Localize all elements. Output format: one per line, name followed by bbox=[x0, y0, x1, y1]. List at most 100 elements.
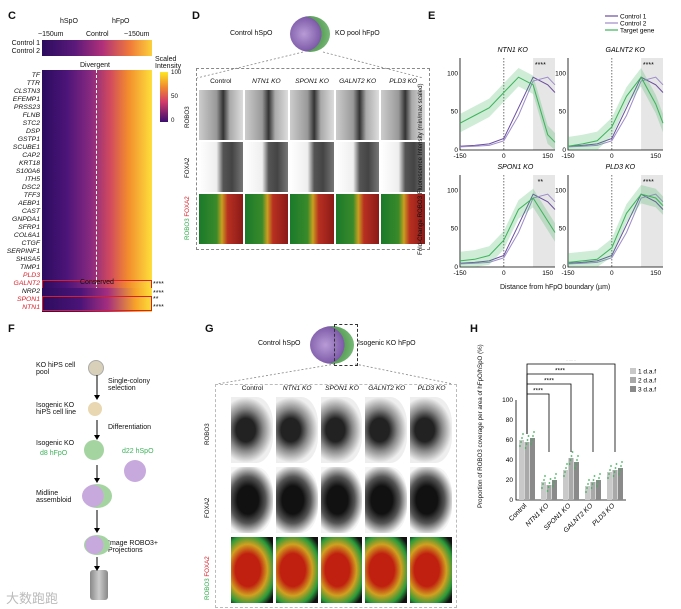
e-axes bbox=[567, 58, 663, 151]
h-point bbox=[530, 443, 532, 445]
c-gene-s100a6: S100A6 bbox=[15, 168, 40, 175]
h-point bbox=[566, 463, 568, 465]
f-assembloid-icon bbox=[82, 484, 112, 508]
e-legend-label-1: Control 2 bbox=[620, 21, 647, 28]
c-gene-spon1: SPON1 bbox=[16, 296, 40, 303]
d-robo3-image bbox=[335, 90, 380, 140]
c-gene-ctgf: CTGF bbox=[21, 240, 41, 247]
e-sig-region bbox=[533, 175, 555, 267]
d-title-right: KO pool hFpO bbox=[335, 30, 380, 37]
g-foxa2-image bbox=[410, 467, 452, 533]
f-step-d8: d8 hFpO bbox=[40, 450, 68, 457]
h-point bbox=[542, 483, 544, 485]
d-robo3-image bbox=[199, 90, 243, 140]
e-xtick: 0 bbox=[610, 153, 614, 160]
d-merge-green: ROBO3 bbox=[184, 218, 191, 240]
h-bar bbox=[590, 482, 596, 500]
h-bar bbox=[546, 485, 552, 500]
c-divergent-heatmap bbox=[42, 70, 152, 300]
h-point bbox=[586, 487, 588, 489]
c-gene-clstn3: CLSTN3 bbox=[13, 88, 40, 95]
e-xtick: -150 bbox=[561, 153, 574, 160]
e-ytick: 50 bbox=[559, 226, 567, 233]
g-zoom-box bbox=[334, 324, 358, 366]
h-sig-bracket bbox=[526, 373, 594, 452]
d-image-grid: Control NTN1 KO SPON1 KO GALNT2 KO PLD3 KO bbox=[198, 78, 426, 246]
e-xtick: 150 bbox=[542, 270, 553, 277]
h-ytick: 0 bbox=[509, 497, 513, 504]
e-target-band bbox=[460, 188, 555, 267]
d-col-3: GALNT2 KO bbox=[339, 78, 377, 85]
e-ytick: 0 bbox=[454, 264, 458, 271]
h-point bbox=[544, 475, 546, 477]
c-gene-scube1: SCUBE1 bbox=[12, 144, 40, 151]
g-foxa2-image bbox=[231, 467, 273, 533]
c-gene-ttr: TTR bbox=[26, 80, 40, 87]
h-legend-label: 3 d.a.f bbox=[638, 387, 656, 394]
h-category-label: Control bbox=[508, 502, 529, 523]
e-ytick: 100 bbox=[555, 70, 566, 77]
e-ytick: 0 bbox=[562, 147, 566, 154]
h-point bbox=[527, 435, 530, 437]
g-merge-image bbox=[320, 537, 363, 603]
e-target-band bbox=[568, 185, 663, 267]
h-bar bbox=[541, 482, 546, 500]
h-point bbox=[541, 487, 543, 489]
c-tick-center: Control bbox=[86, 31, 109, 38]
e-subplot-title: SPON1 KO bbox=[498, 164, 534, 171]
h-point bbox=[620, 465, 622, 467]
e-series-target-gene bbox=[567, 76, 664, 147]
e-xtick: -150 bbox=[561, 270, 574, 277]
h-ytick: 60 bbox=[506, 437, 514, 444]
d-col-1: NTN1 KO bbox=[252, 78, 281, 85]
d-row-merge: ROBO3 FOXA2 bbox=[184, 196, 191, 240]
f-step-midline: Midline assembloid bbox=[36, 490, 72, 504]
d-foxa2-image bbox=[199, 142, 243, 192]
h-point bbox=[531, 439, 533, 441]
c-gene-col6a1: COL6A1 bbox=[13, 232, 40, 239]
h-ytick: 80 bbox=[506, 417, 514, 424]
e-sig-label: **** bbox=[535, 62, 546, 69]
panel-label-g: G bbox=[205, 323, 214, 335]
h-point bbox=[619, 469, 621, 471]
h-point bbox=[568, 463, 571, 465]
h-point bbox=[588, 479, 590, 481]
e-sig-region bbox=[533, 58, 555, 150]
c-colorbar-title: Scaled Intensity bbox=[155, 56, 182, 70]
h-point bbox=[524, 447, 527, 449]
e-ytick: 100 bbox=[447, 187, 458, 194]
h-sig-bracket bbox=[526, 363, 616, 452]
g-col-3: GALNT2 KO bbox=[368, 385, 406, 392]
c-gene-dsp: DSP bbox=[26, 128, 40, 135]
e-series-control-1 bbox=[459, 76, 556, 147]
g-robo3-image bbox=[320, 397, 363, 463]
e-xlabel: Distance from hFpO boundary (µm) bbox=[500, 284, 611, 291]
d-merge-image bbox=[335, 194, 380, 244]
f-step-d22: d22 hSpO bbox=[122, 448, 154, 455]
e-ytick: 50 bbox=[451, 109, 459, 116]
h-legend-swatch bbox=[630, 368, 636, 374]
g-title-right: Isogenic KO hFpO bbox=[358, 340, 416, 347]
c-sig-pld3: **** bbox=[153, 281, 164, 288]
h-point bbox=[607, 477, 609, 479]
g-col-2: SPON1 KO bbox=[325, 385, 359, 392]
e-ytick: 100 bbox=[447, 70, 458, 77]
g-merge-image bbox=[231, 537, 273, 603]
panel-label-d: D bbox=[192, 10, 200, 22]
h-bar bbox=[585, 486, 590, 500]
h-point bbox=[609, 469, 611, 471]
d-title-left: Control hSpO bbox=[230, 30, 273, 37]
h-bar bbox=[552, 480, 557, 500]
g-assembloid-icon bbox=[310, 326, 354, 364]
h-bar bbox=[530, 438, 535, 500]
f-cell-line-icon bbox=[88, 402, 102, 416]
d-merge-image bbox=[244, 194, 289, 244]
h-point bbox=[525, 443, 528, 445]
c-gene-shisa5: SHISA5 bbox=[15, 256, 40, 263]
h-legend-label: 2 d.a.f bbox=[638, 378, 656, 385]
g-foxa2-image bbox=[365, 467, 408, 533]
e-series-target-gene bbox=[459, 76, 556, 143]
h-point bbox=[575, 463, 577, 465]
g-merge-red: FOXA2 bbox=[204, 556, 211, 577]
